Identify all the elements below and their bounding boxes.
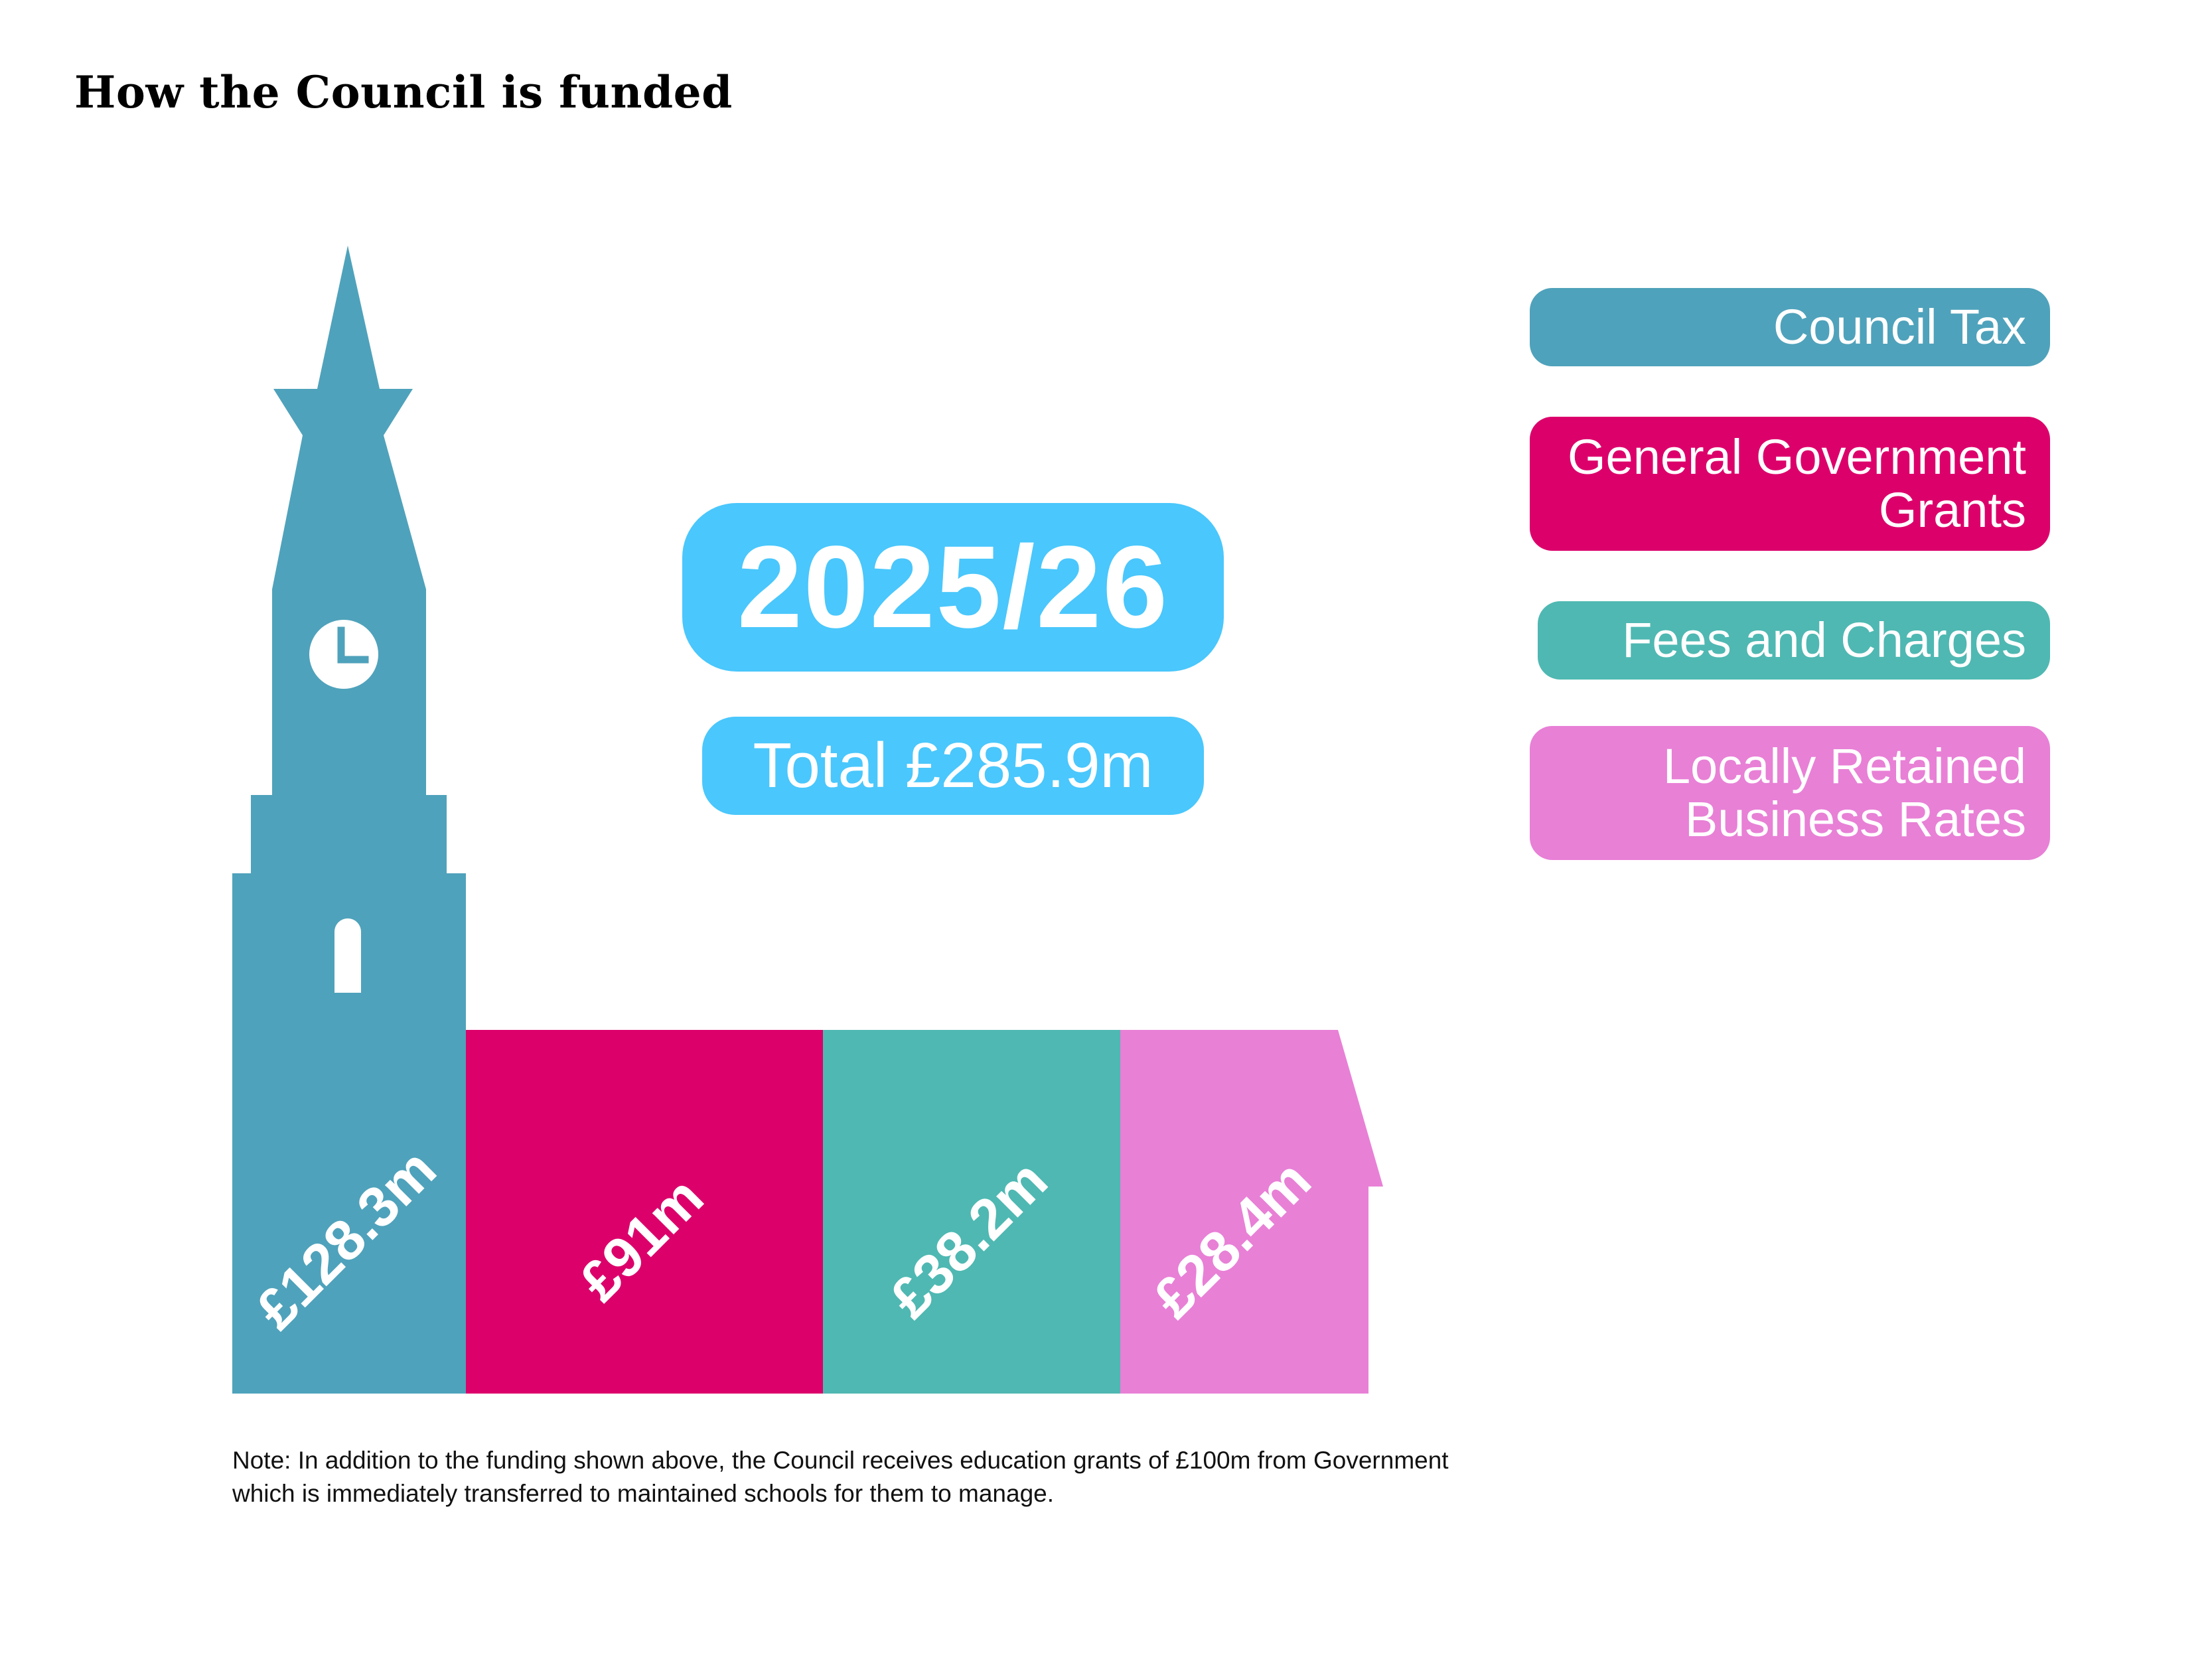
tower-details <box>309 620 378 993</box>
legend-item-council-tax: Council Tax <box>1530 288 2050 366</box>
bar-council-tax-tower <box>232 246 466 1394</box>
legend-item-business-rates: Locally Retained Business Rates <box>1530 726 2050 860</box>
legend-label: Locally Retained Business Rates <box>1662 739 2026 847</box>
clock-hands <box>337 626 369 664</box>
year-badge: 2025/26 <box>682 503 1224 672</box>
funding-bars <box>232 246 1383 1394</box>
legend-item-government-grants: General Government Grants <box>1530 417 2050 551</box>
legend-label: Council Tax <box>1773 299 2026 354</box>
bar-fees-charges <box>823 1030 1120 1394</box>
page-title: How the Council is funded <box>74 66 733 118</box>
bar-government-grants <box>466 1030 823 1394</box>
legend-label: General Government Grants <box>1567 429 2026 538</box>
tower-window <box>334 918 361 993</box>
legend-label: Fees and Charges <box>1622 613 2026 668</box>
bar-business-rates <box>1120 1030 1383 1394</box>
legend-item-fees-charges: Fees and Charges <box>1538 601 2050 680</box>
footnote: Note: In addition to the funding shown a… <box>232 1447 1449 1507</box>
total-badge: Total £285.9m <box>702 717 1204 815</box>
